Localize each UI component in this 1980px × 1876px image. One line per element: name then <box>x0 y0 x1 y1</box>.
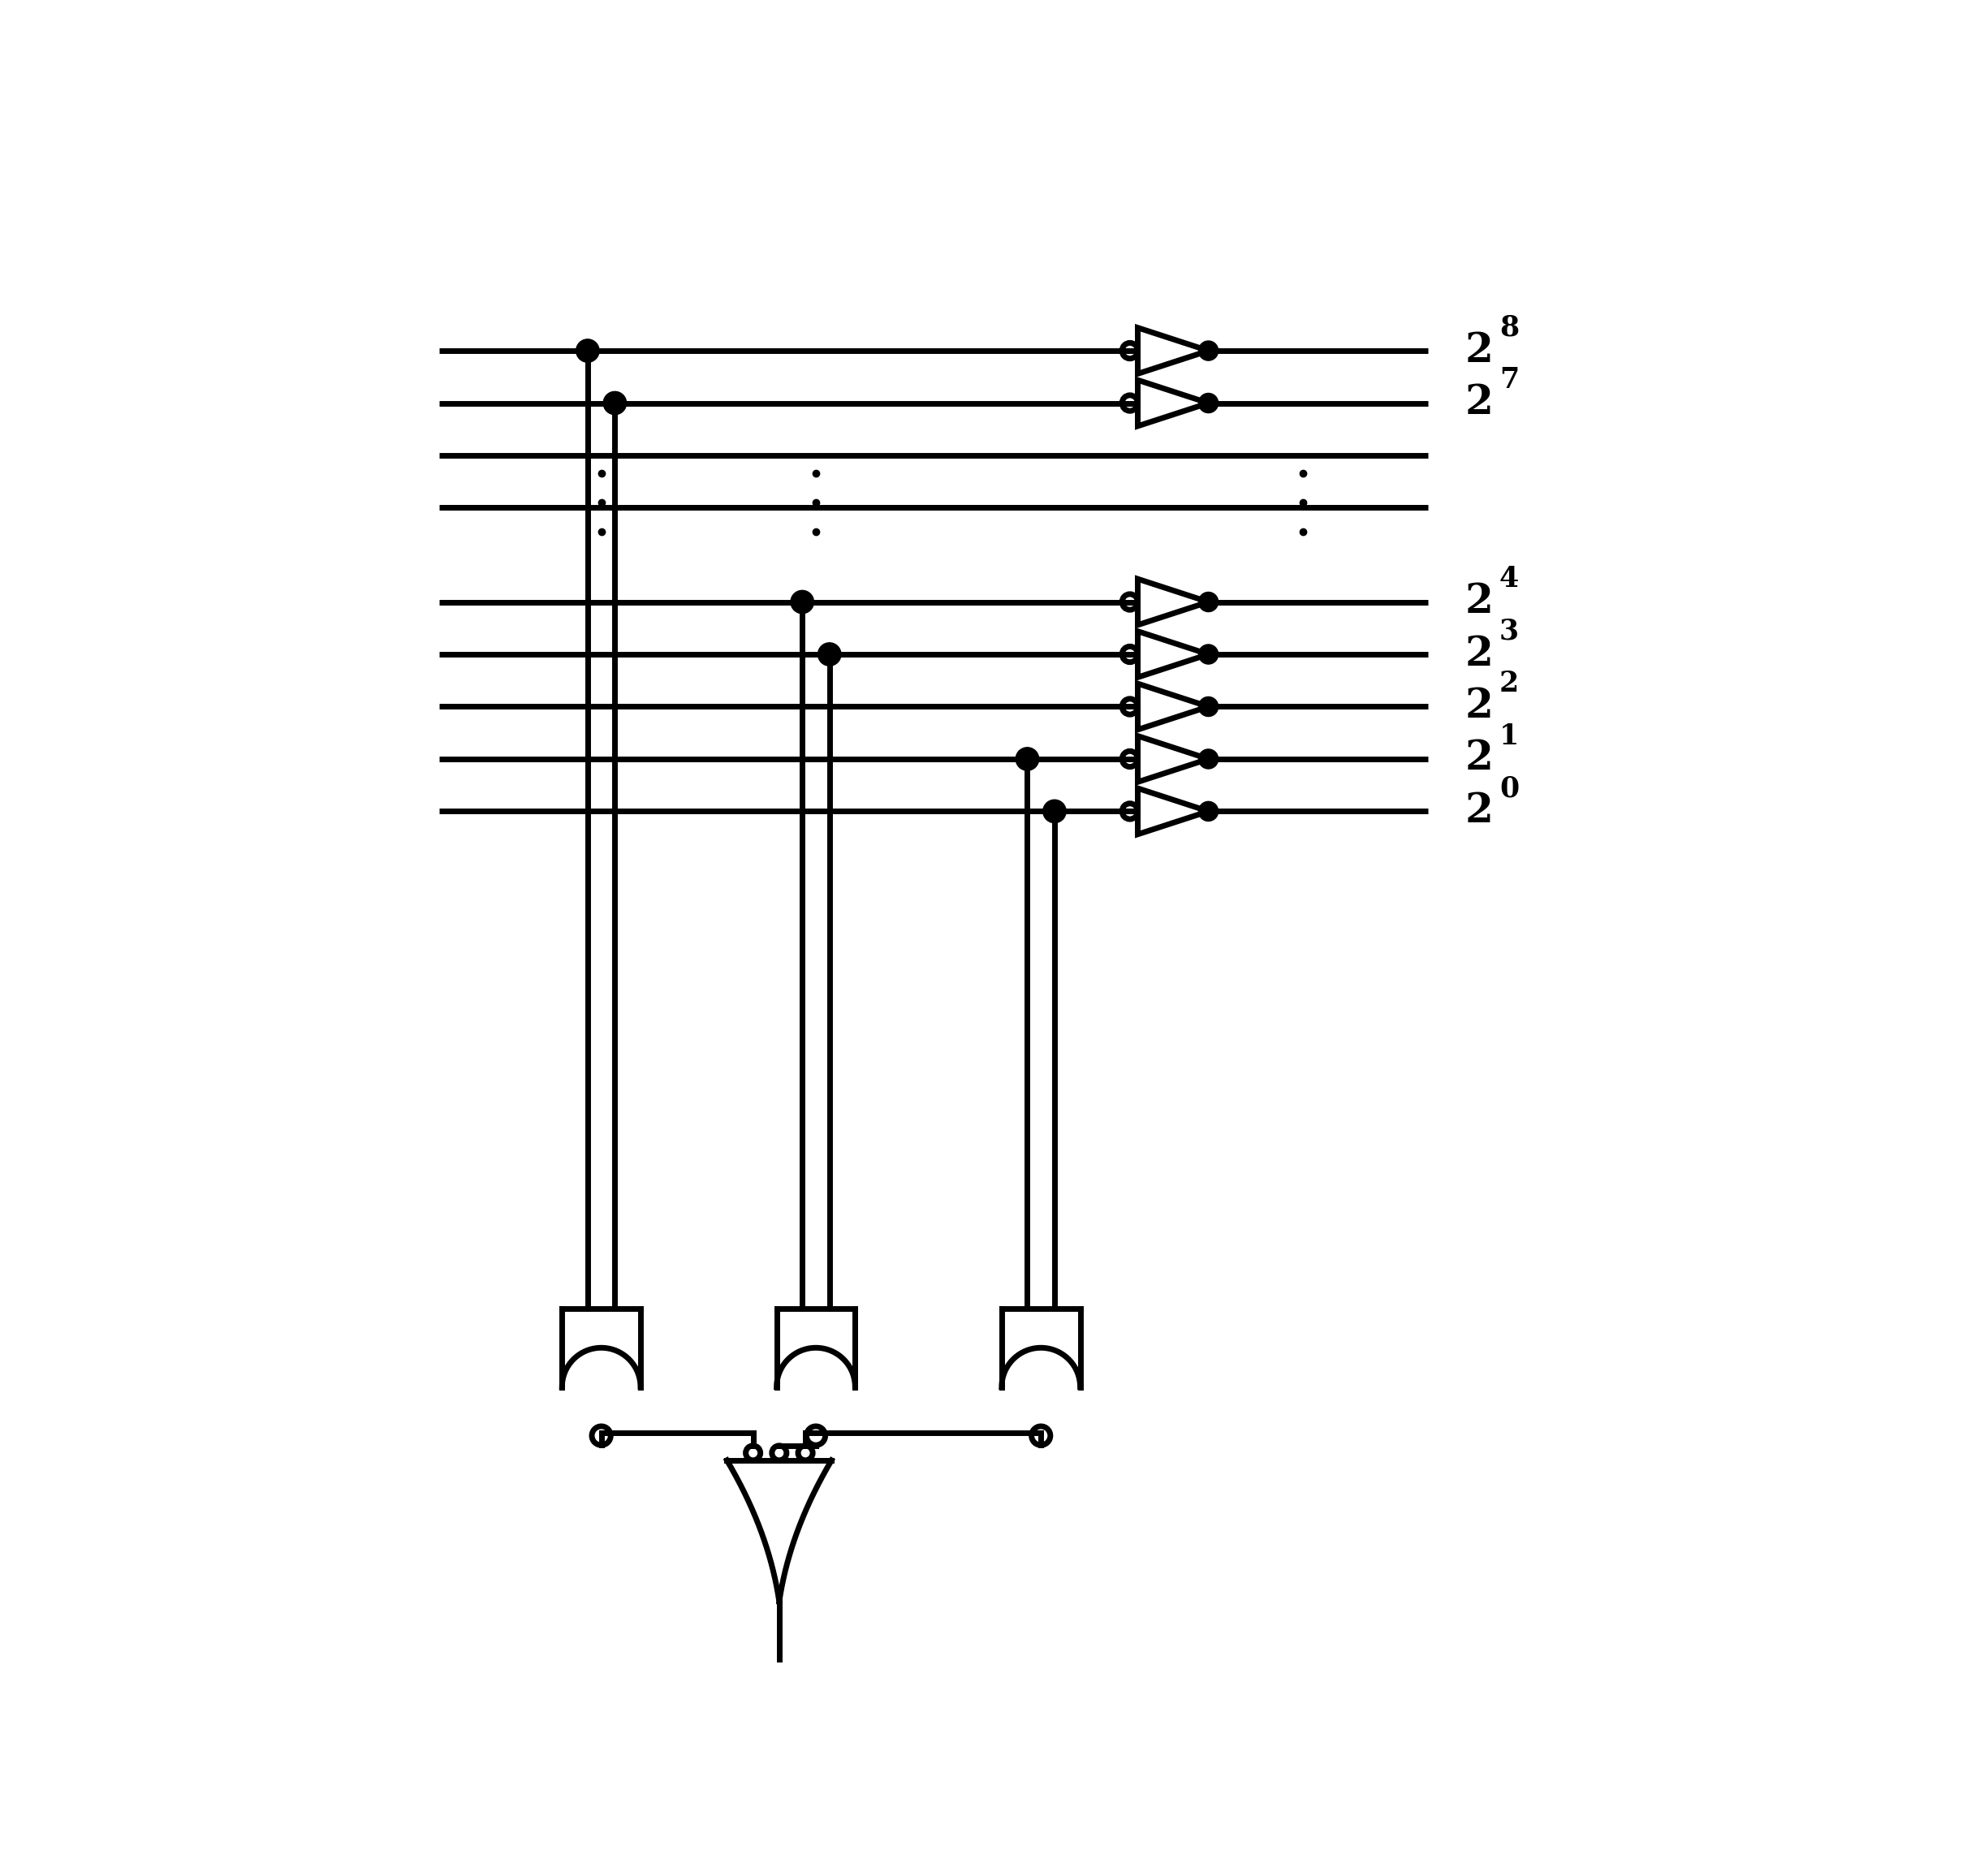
Polygon shape <box>1138 735 1208 782</box>
Circle shape <box>818 643 841 666</box>
Circle shape <box>1198 696 1218 717</box>
Text: 2: 2 <box>1465 739 1493 779</box>
Circle shape <box>1198 593 1218 612</box>
Circle shape <box>790 591 814 613</box>
Text: 2: 2 <box>1465 792 1493 831</box>
Polygon shape <box>1138 683 1208 730</box>
Circle shape <box>576 340 600 362</box>
Circle shape <box>1198 645 1218 664</box>
Text: 2: 2 <box>1499 670 1519 698</box>
Text: 1: 1 <box>1499 722 1519 750</box>
Text: 2: 2 <box>1465 330 1493 371</box>
Polygon shape <box>1138 328 1208 373</box>
Circle shape <box>1016 747 1040 771</box>
Polygon shape <box>1138 381 1208 426</box>
Text: 2: 2 <box>1465 687 1493 726</box>
Circle shape <box>604 392 626 415</box>
Text: 8: 8 <box>1499 313 1519 341</box>
Text: 4: 4 <box>1499 565 1519 593</box>
Text: 2: 2 <box>1465 383 1493 422</box>
Text: 2: 2 <box>1465 634 1493 673</box>
Polygon shape <box>1138 630 1208 677</box>
Polygon shape <box>1138 580 1208 625</box>
Circle shape <box>1043 799 1065 824</box>
Text: 0: 0 <box>1499 775 1519 803</box>
Text: 3: 3 <box>1499 617 1519 645</box>
Polygon shape <box>1138 788 1208 835</box>
Text: 7: 7 <box>1499 366 1519 394</box>
Circle shape <box>1198 749 1218 769</box>
Text: 2: 2 <box>1465 582 1493 621</box>
Circle shape <box>1198 801 1218 822</box>
Circle shape <box>1198 341 1218 360</box>
Circle shape <box>1198 394 1218 413</box>
